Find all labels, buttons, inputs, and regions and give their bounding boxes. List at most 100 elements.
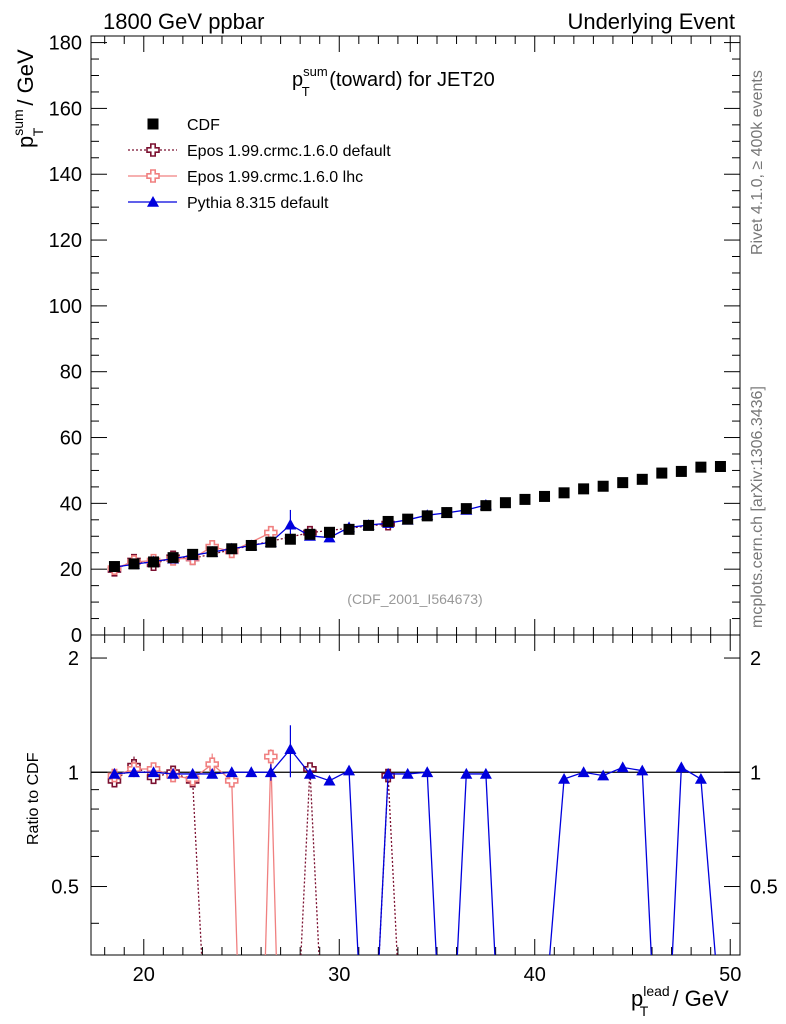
data-point-0: [265, 536, 277, 548]
y-axis-label-rest: / GeV: [13, 49, 38, 112]
mcplots-label: mcplots.cern.ch [arXiv:1306.3436]: [749, 386, 766, 628]
ratio-point-3: [323, 774, 336, 786]
plot-title: psum T (toward) for JET20: [292, 64, 495, 99]
ratio-point-3: [382, 767, 395, 779]
data-point-0: [617, 477, 629, 489]
legend-marker-3: [128, 196, 177, 207]
data-point-0: [421, 510, 433, 522]
x-axis-label-sup: lead: [643, 983, 669, 999]
ratio-line-3: [114, 748, 716, 955]
data-point-0: [519, 493, 531, 505]
x-tick-label: 50: [719, 964, 741, 986]
y-axis-label-sub: T: [30, 127, 46, 136]
y-tick-label: 60: [60, 428, 82, 450]
x-tick-label: 20: [133, 964, 155, 986]
y-tick-label: 120: [49, 230, 82, 252]
y-tick-label: 140: [49, 164, 82, 186]
data-point-0: [695, 461, 707, 473]
ratio-point-3: [694, 773, 707, 784]
ratio-point-3: [479, 767, 492, 779]
data-point-0: [402, 513, 414, 525]
ratio-point-3: [303, 767, 316, 779]
data-point-0: [187, 548, 199, 560]
ratio-tick-label-right: 0.5: [750, 877, 778, 899]
ratio-point-3: [206, 767, 219, 779]
y-axis-label: psum T / GeV: [10, 49, 46, 148]
plot-title-sup: sum: [303, 64, 328, 79]
ratio-point-3: [186, 767, 199, 779]
data-point-0: [460, 503, 472, 515]
y-tick-label: 0: [71, 625, 82, 647]
ratio-tick-label-right: 2: [750, 648, 761, 670]
ratio-point-3: [616, 761, 629, 773]
y-tick-label: 80: [60, 362, 82, 384]
data-point-0: [284, 533, 296, 545]
ratio-point-2: [224, 773, 239, 788]
legend-label-1: Epos 1.99.crmc.1.6.0 default: [187, 143, 391, 160]
x-tick-label: 40: [524, 964, 546, 986]
data-point-0: [714, 460, 726, 472]
y-tick-label: 100: [49, 296, 82, 318]
ratio-series: [107, 725, 716, 955]
legend-label-0: CDF: [187, 117, 220, 134]
analysis-watermark: (CDF_2001_I564673): [347, 591, 482, 607]
data-point-0: [597, 480, 609, 492]
y-axis-label-sup: sum: [10, 109, 26, 135]
y-tick-label: 160: [49, 98, 82, 120]
ratio-tick-label: 1: [68, 762, 79, 784]
ratio-point-3: [401, 767, 414, 779]
legend-label-3: Pythia 8.315 default: [187, 195, 329, 212]
x-axis-label-sub: T: [640, 1003, 649, 1019]
ratio-panel-frame: [90, 634, 741, 956]
ratio-point-3: [460, 767, 473, 779]
ratio-tick-label-right: 1: [750, 762, 761, 784]
ratio-point-3: [597, 769, 610, 781]
data-point-0: [148, 556, 160, 568]
data-point-0: [539, 490, 551, 502]
x-axis-label: plead T / GeV: [631, 983, 729, 1019]
data-point-0: [499, 497, 511, 509]
ratio-point-3: [577, 766, 590, 778]
data-point-3: [284, 518, 297, 530]
data-point-0: [480, 500, 492, 512]
legend-marker-2: [128, 169, 177, 183]
data-point-0: [245, 539, 257, 551]
ratio-point-3: [245, 766, 258, 778]
ratio-point-3: [558, 773, 571, 784]
legend-symbol-1: [146, 143, 160, 157]
legend-label-2: Epos 1.99.crmc.1.6.0 lhc: [187, 169, 363, 186]
ratio-point-2: [264, 749, 278, 764]
ratio-point-3: [108, 767, 121, 779]
ratio-point-3: [128, 766, 141, 778]
data-point-0: [128, 558, 140, 570]
ratio-point-3: [343, 764, 356, 776]
data-point-0: [343, 523, 355, 535]
data-point-0: [226, 543, 238, 555]
y-axis-label-main: p: [13, 136, 38, 148]
ratio-line-2: [114, 756, 277, 955]
y-tick-label: 180: [49, 33, 82, 55]
data-point-0: [382, 515, 394, 527]
plot-title-main: p: [292, 69, 303, 91]
x-axis-label-main: p: [631, 986, 643, 1011]
legend-symbol-0: [147, 118, 159, 130]
y-tick-label: 20: [60, 559, 82, 581]
plot-title-rest: (toward) for JET20: [324, 69, 495, 91]
legend: CDF Epos 1.99.crmc.1.6.0 default Epos 1.…: [128, 117, 391, 212]
tick-labels: 20 30 40 50 0 20 40 60 80 100 120 140 160 180 0.5 0.5 1 1…: [49, 33, 778, 986]
ratio-point-3: [636, 764, 649, 776]
ratio-point-3: [225, 766, 238, 778]
x-tick-label: 30: [328, 964, 350, 986]
main-series: [107, 460, 726, 577]
data-point-0: [441, 507, 453, 519]
ratio-point-3: [147, 766, 160, 778]
right-title: Underlying Event: [567, 9, 735, 34]
plot-title-sub: T: [302, 84, 310, 99]
data-point-0: [636, 473, 648, 485]
rivet-label: Rivet 4.1.0, ≥ 400k events: [749, 70, 766, 255]
y-tick-label: 40: [60, 493, 82, 515]
data-point-0: [558, 487, 570, 499]
ratio-tick-label: 0.5: [51, 877, 79, 899]
data-point-0: [304, 528, 316, 540]
